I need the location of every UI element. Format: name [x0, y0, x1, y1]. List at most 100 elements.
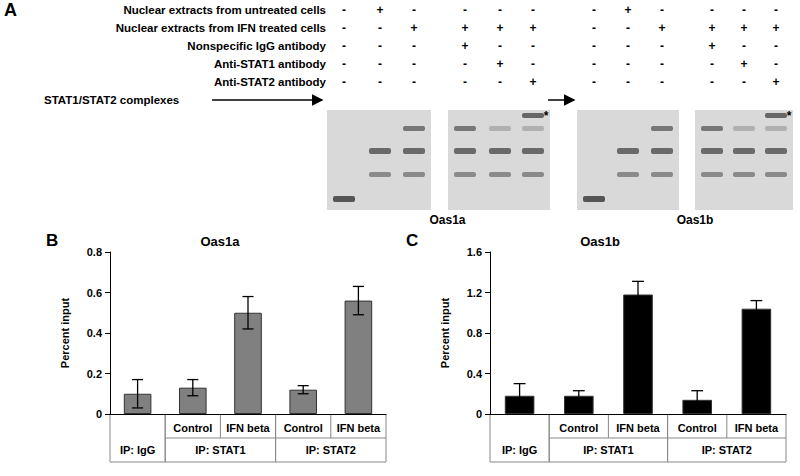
svg-text:IFN beta: IFN beta	[337, 422, 381, 434]
svg-text:+: +	[740, 57, 747, 71]
svg-text:Nuclear extracts from IFN trea: Nuclear extracts from IFN treated cells	[116, 22, 326, 34]
svg-text:Oas1b: Oas1b	[677, 213, 714, 227]
svg-text:0: 0	[476, 408, 482, 420]
svg-text:0.6: 0.6	[87, 287, 102, 299]
svg-text:Oas1a: Oas1a	[200, 234, 240, 249]
svg-text:-: -	[592, 75, 596, 89]
svg-text:-: -	[342, 21, 346, 35]
svg-text:-: -	[342, 3, 346, 17]
svg-text:-: -	[626, 21, 630, 35]
svg-text:-: -	[592, 21, 596, 35]
svg-text:Anti-STAT1 antibody: Anti-STAT1 antibody	[214, 58, 327, 70]
svg-text:-: -	[378, 39, 382, 53]
svg-text:-: -	[463, 75, 467, 89]
svg-text:+: +	[410, 21, 417, 35]
svg-text:IP: STAT1: IP: STAT1	[583, 444, 633, 456]
svg-text:Control: Control	[559, 422, 598, 434]
svg-text:Percent input: Percent input	[439, 298, 451, 369]
svg-text:IP: STAT1: IP: STAT1	[195, 444, 245, 456]
svg-text:-: -	[774, 3, 778, 17]
svg-text:-: -	[498, 39, 502, 53]
svg-text:+: +	[740, 21, 747, 35]
svg-text:-: -	[531, 57, 535, 71]
svg-text:-: -	[626, 39, 630, 53]
svg-text:-: -	[342, 57, 346, 71]
svg-text:-: -	[342, 75, 346, 89]
svg-text:-: -	[463, 3, 467, 17]
svg-text:+: +	[658, 21, 665, 35]
svg-text:-: -	[498, 75, 502, 89]
svg-text:STAT1/STAT2 complexes: STAT1/STAT2 complexes	[44, 94, 179, 106]
svg-text:0.8: 0.8	[467, 327, 482, 339]
svg-text:0.2: 0.2	[87, 368, 102, 380]
svg-text:Control: Control	[284, 422, 323, 434]
svg-text:-: -	[710, 75, 714, 89]
svg-text:-: -	[660, 75, 664, 89]
svg-text:+: +	[376, 3, 383, 17]
svg-text:Oas1a: Oas1a	[429, 213, 465, 227]
svg-text:-: -	[412, 3, 416, 17]
svg-text:+: +	[708, 21, 715, 35]
svg-text:IP: IgG: IP: IgG	[502, 444, 537, 456]
svg-text:Control: Control	[678, 422, 717, 434]
svg-text:IFN beta: IFN beta	[735, 422, 779, 434]
svg-text:+: +	[461, 21, 468, 35]
svg-text:+: +	[529, 21, 536, 35]
svg-text:Percent input: Percent input	[59, 298, 71, 369]
svg-text:-: -	[463, 57, 467, 71]
svg-text:*: *	[787, 109, 792, 123]
svg-text:-: -	[660, 3, 664, 17]
svg-text:+: +	[496, 57, 503, 71]
svg-text:IP: STAT2: IP: STAT2	[702, 444, 752, 456]
svg-text:-: -	[412, 57, 416, 71]
svg-text:Oas1b: Oas1b	[580, 234, 620, 249]
svg-text:-: -	[342, 39, 346, 53]
svg-text:A: A	[4, 0, 17, 20]
svg-text:IFN beta: IFN beta	[616, 422, 660, 434]
svg-text:0.4: 0.4	[467, 368, 483, 380]
svg-text:-: -	[626, 75, 630, 89]
svg-text:0.4: 0.4	[87, 327, 103, 339]
svg-text:-: -	[710, 3, 714, 17]
svg-text:-: -	[531, 3, 535, 17]
svg-text:B: B	[46, 231, 58, 250]
svg-text:-: -	[742, 75, 746, 89]
svg-text:-: -	[592, 3, 596, 17]
svg-text:IP: IgG: IP: IgG	[120, 444, 155, 456]
svg-text:C: C	[406, 231, 418, 250]
svg-text:1.2: 1.2	[467, 287, 482, 299]
svg-text:+: +	[529, 75, 536, 89]
svg-text:-: -	[742, 3, 746, 17]
svg-text:1.6: 1.6	[467, 246, 482, 258]
svg-text:+: +	[708, 39, 715, 53]
svg-text:+: +	[624, 3, 631, 17]
svg-text:+: +	[772, 75, 779, 89]
svg-text:-: -	[710, 57, 714, 71]
svg-text:Control: Control	[173, 422, 212, 434]
svg-text:-: -	[498, 3, 502, 17]
svg-text:-: -	[660, 57, 664, 71]
svg-text:-: -	[774, 39, 778, 53]
svg-text:-: -	[531, 39, 535, 53]
svg-text:-: -	[378, 75, 382, 89]
svg-text:+: +	[496, 21, 503, 35]
svg-text:Anti-STAT2 antibody: Anti-STAT2 antibody	[214, 76, 327, 88]
svg-text:Nuclear extracts from untreate: Nuclear extracts from untreated cells	[123, 4, 326, 16]
svg-text:0: 0	[96, 408, 102, 420]
svg-text:*: *	[544, 109, 549, 123]
svg-text:-: -	[774, 57, 778, 71]
svg-text:IP: STAT2: IP: STAT2	[306, 444, 356, 456]
svg-text:-: -	[412, 39, 416, 53]
svg-text:-: -	[626, 57, 630, 71]
svg-text:-: -	[592, 39, 596, 53]
svg-text:-: -	[742, 39, 746, 53]
svg-text:+: +	[772, 21, 779, 35]
svg-text:-: -	[660, 39, 664, 53]
svg-text:-: -	[378, 21, 382, 35]
svg-text:IFN beta: IFN beta	[226, 422, 270, 434]
svg-text:Nonspecific IgG antibody: Nonspecific IgG antibody	[187, 40, 326, 52]
svg-text:0.8: 0.8	[87, 246, 102, 258]
svg-text:-: -	[412, 75, 416, 89]
svg-text:+: +	[461, 39, 468, 53]
svg-text:-: -	[378, 57, 382, 71]
